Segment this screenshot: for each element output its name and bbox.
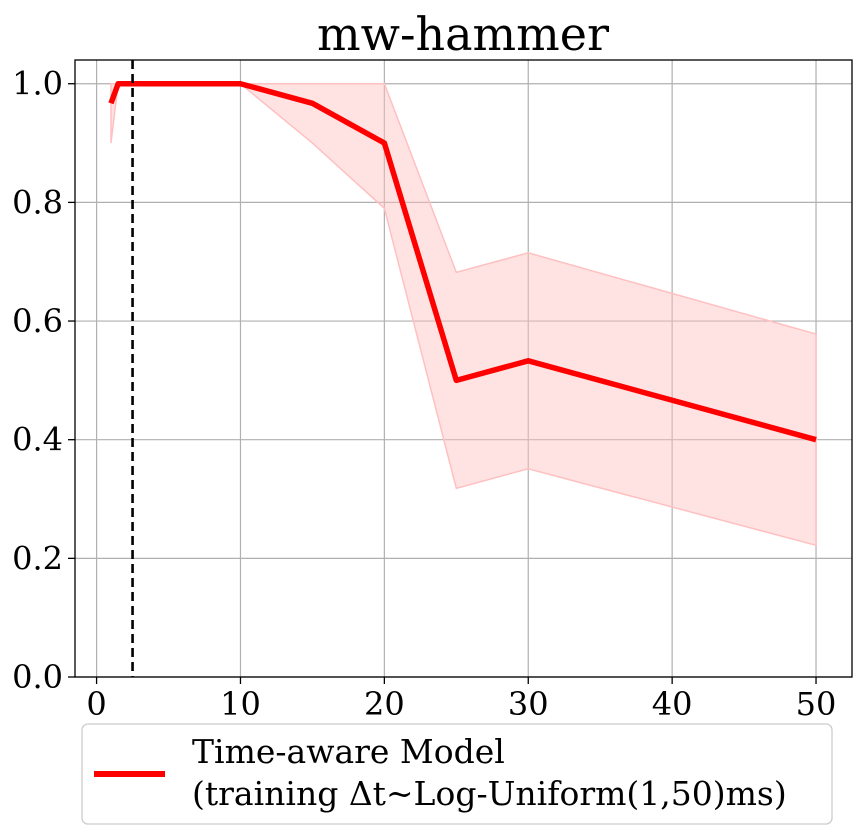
y-tick-label-1: 0.2 [12, 539, 63, 577]
y-tick-label-5: 1.0 [12, 65, 63, 103]
legend: Time-aware Model (training Δt~Log-Unifor… [81, 723, 833, 825]
plot-frame [74, 59, 853, 678]
y-tick-label-3: 0.6 [12, 302, 63, 340]
y-tick-label-0: 0.0 [12, 658, 63, 696]
x-tick-label-1: 10 [220, 685, 261, 723]
x-tick-label-3: 30 [508, 685, 549, 723]
chart-title: mw-hammer [317, 7, 609, 61]
x-tick-label-0: 0 [86, 685, 106, 723]
x-tick-label-2: 20 [364, 685, 405, 723]
legend-label-line2: (training Δt~Log-Uniform(1,50)ms) [192, 774, 787, 813]
axis-ticks: 0 10 20 30 40 50 0.0 0.2 0.4 0.6 0.8 1.0 [12, 65, 836, 723]
series-band-0 [110, 82, 817, 547]
legend-box [81, 723, 833, 825]
x-tick-label-4: 40 [652, 685, 693, 723]
confidence-band-layer [110, 82, 817, 547]
legend-label-line1: Time-aware Model [192, 732, 505, 771]
series-line-0 [108, 80, 817, 443]
y-tick-label-2: 0.4 [12, 421, 63, 459]
x-tick-label-5: 50 [796, 685, 837, 723]
series-line-layer [108, 80, 817, 443]
y-tick-label-4: 0.8 [12, 183, 63, 221]
